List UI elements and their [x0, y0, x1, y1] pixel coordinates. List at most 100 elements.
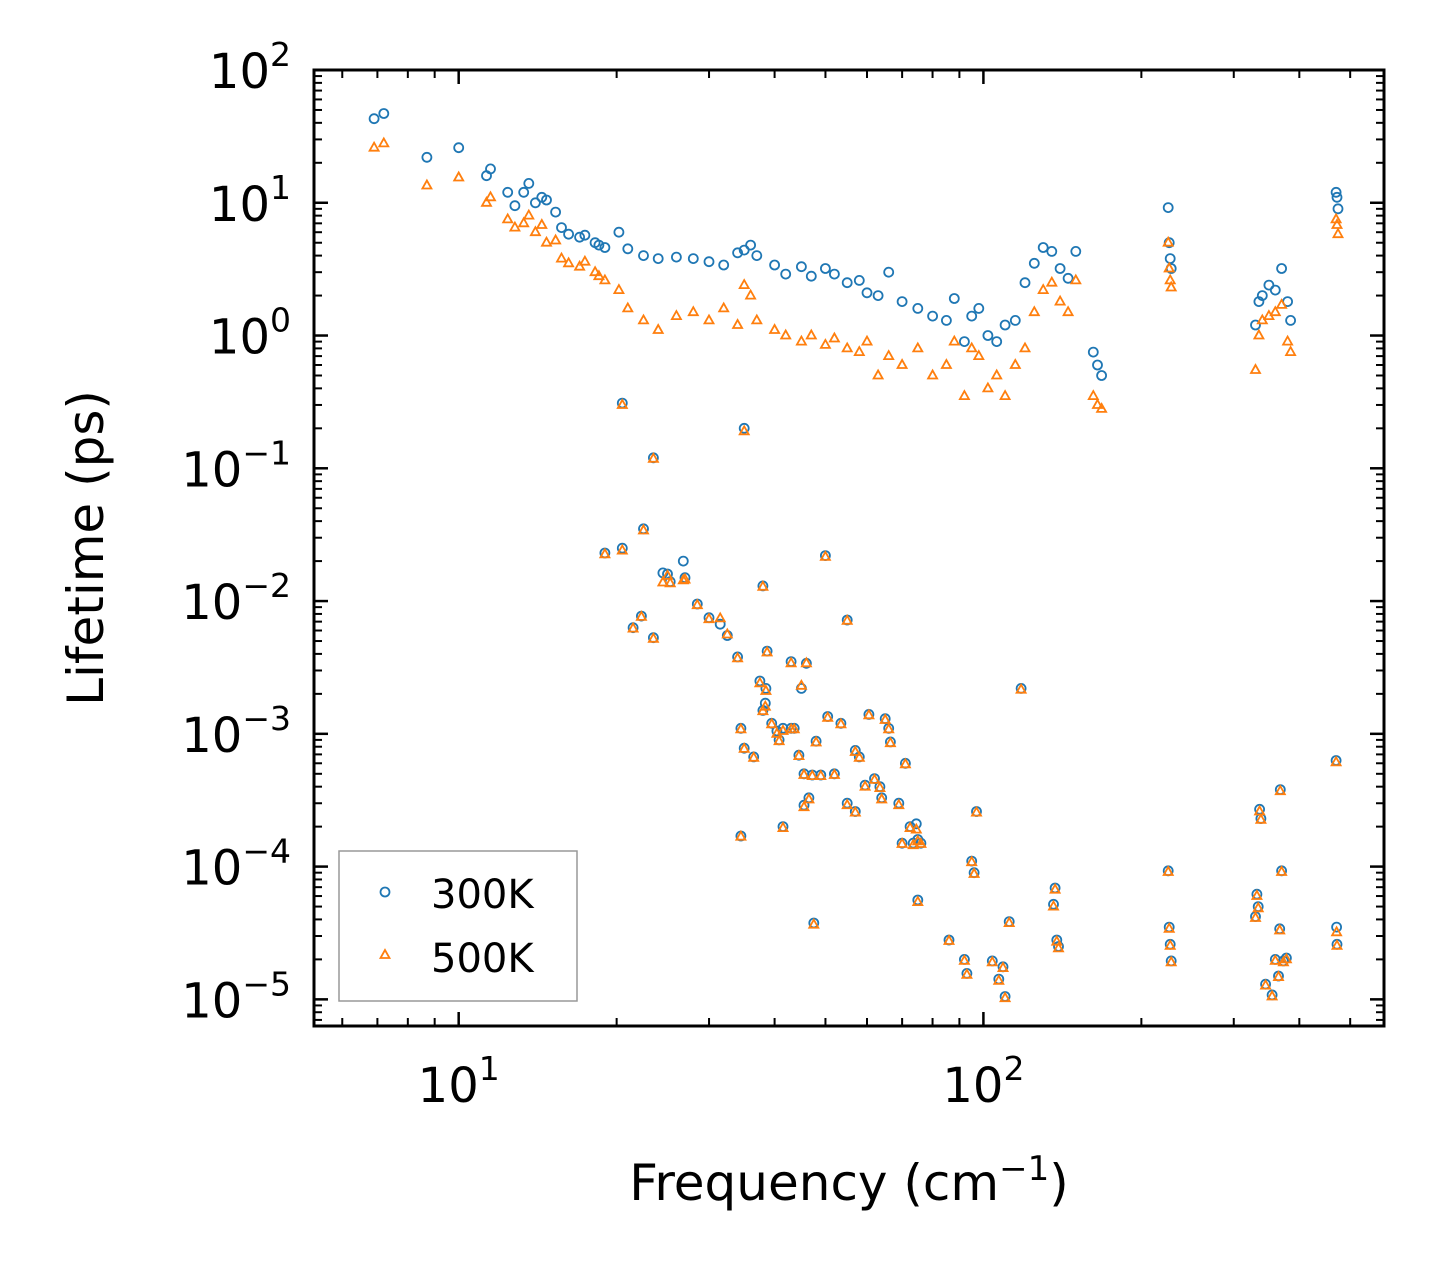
point-500K-122	[802, 792, 815, 804]
point-500K-106	[647, 631, 660, 643]
point-500K-57	[1028, 305, 1041, 317]
y-axis-label: Lifetime (ps)	[57, 390, 115, 706]
point-500K-170	[1162, 865, 1175, 876]
point-300K-61	[1062, 272, 1074, 284]
point-500K-19	[592, 269, 605, 281]
point-300K-55	[1009, 314, 1021, 326]
point-300K-63	[1087, 346, 1099, 358]
point-500K-56	[1018, 341, 1032, 353]
point-500K-2	[420, 178, 433, 190]
point-500K-110	[747, 750, 760, 762]
point-300K-29	[732, 247, 743, 259]
point-500K-98	[761, 645, 774, 657]
point-500K-147	[914, 837, 927, 848]
point-500K-49	[958, 389, 971, 401]
y-tick-label: 101	[209, 168, 291, 233]
point-300K-25	[671, 251, 682, 263]
point-500K-105	[635, 610, 648, 621]
point-500K-16	[573, 259, 586, 271]
point-300K-8	[518, 186, 530, 198]
point-500K-128	[834, 717, 847, 729]
point-500K-45	[911, 341, 924, 353]
point-300K-78	[1330, 186, 1342, 198]
point-300K-49	[959, 336, 970, 348]
point-500K-14	[555, 251, 568, 263]
point-500K-124	[810, 735, 823, 747]
point-300K-117	[777, 722, 789, 734]
point-500K-62	[1069, 273, 1082, 285]
point-500K-75	[1275, 298, 1288, 309]
point-500K-24	[652, 323, 665, 334]
point-500K-41	[860, 334, 874, 346]
point-300K-65	[1096, 370, 1107, 381]
point-500K-182	[1272, 970, 1285, 981]
point-500K-172	[1164, 938, 1177, 950]
point-500K-42	[872, 368, 885, 380]
point-500K-5	[484, 190, 497, 202]
y-tick-label: 102	[209, 35, 291, 100]
point-300K-75	[1276, 263, 1287, 274]
point-500K-141	[896, 837, 909, 848]
point-300K-17	[579, 229, 591, 241]
point-500K-143	[904, 821, 917, 832]
point-500K-46	[926, 368, 939, 380]
point-500K-138	[882, 722, 895, 734]
point-500K-10	[529, 225, 542, 237]
legend-label-300K: 300K	[431, 872, 535, 918]
point-500K-134	[868, 773, 881, 784]
point-500K-152	[849, 805, 862, 817]
point-300K-2	[421, 151, 433, 163]
x-tick-label: 102	[942, 1049, 1024, 1114]
point-500K-23	[637, 313, 650, 325]
point-500K-79	[1330, 218, 1344, 229]
plot-frame	[312, 68, 1386, 1028]
point-500K-13	[549, 233, 562, 245]
point-300K-79	[1331, 191, 1343, 203]
point-300K-51	[973, 302, 985, 314]
point-500K-25	[670, 309, 683, 321]
point-500K-77	[1284, 345, 1297, 357]
point-500K-99	[785, 656, 798, 668]
point-500K-149	[776, 821, 790, 832]
point-500K-175	[1250, 889, 1263, 900]
point-500K-93	[714, 611, 727, 623]
y-tick-label: 10−4	[181, 832, 291, 897]
point-500K-86	[637, 523, 650, 535]
point-500K-117	[776, 724, 790, 735]
point-500K-157	[942, 934, 956, 945]
point-500K-6	[501, 212, 514, 224]
point-300K-9	[523, 177, 535, 189]
point-500K-153	[911, 895, 924, 906]
point-500K-0	[368, 140, 381, 152]
point-500K-119	[788, 722, 801, 734]
point-500K-37	[819, 338, 832, 349]
point-300K-37	[820, 263, 831, 274]
point-300K-189	[1331, 921, 1342, 933]
point-500K-150	[797, 800, 811, 812]
point-500K-38	[828, 331, 841, 343]
point-500K-148	[734, 829, 747, 841]
point-500K-133	[862, 708, 875, 720]
point-300K-39	[841, 277, 853, 289]
point-500K-178	[1254, 812, 1267, 824]
point-500K-35	[795, 334, 808, 346]
point-300K-41	[861, 287, 873, 299]
point-500K-4	[480, 195, 493, 207]
point-500K-101	[800, 656, 813, 668]
point-500K-87	[661, 568, 674, 580]
point-500K-188	[1330, 755, 1343, 767]
point-300K-15	[563, 228, 574, 240]
point-500K-183	[1273, 923, 1286, 935]
point-500K-108	[734, 722, 747, 734]
point-300K-96	[760, 683, 772, 694]
point-500K-48	[948, 334, 961, 346]
point-300K-93	[714, 618, 726, 630]
point-300K-89	[677, 555, 689, 567]
point-300K-44	[896, 296, 908, 308]
point-500K-11	[535, 218, 548, 229]
point-300K-54	[999, 319, 1011, 331]
point-500K-65	[1095, 402, 1108, 413]
point-500K-88	[664, 576, 677, 588]
point-300K-42	[872, 290, 884, 302]
